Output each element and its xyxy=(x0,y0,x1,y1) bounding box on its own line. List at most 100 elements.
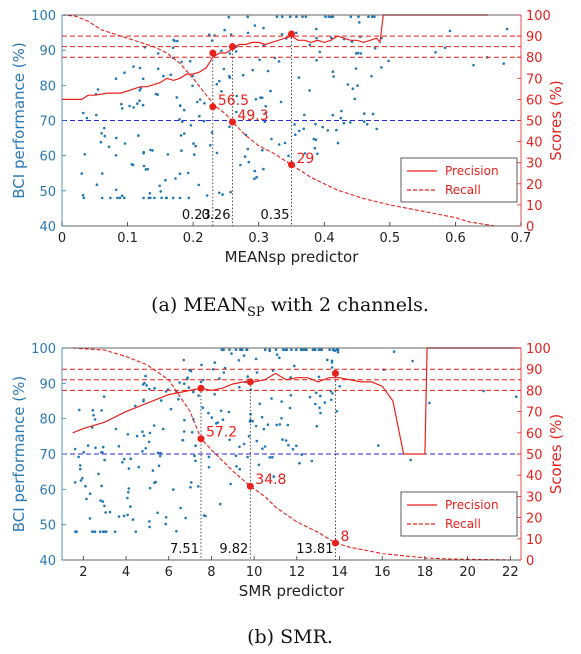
scatter-point xyxy=(218,79,221,83)
scatter-point xyxy=(199,380,203,384)
scatter-point xyxy=(100,409,103,412)
scatter-point xyxy=(126,513,129,517)
scatter-point xyxy=(210,131,214,134)
scatter-point xyxy=(280,15,284,19)
scatter-point xyxy=(120,107,124,110)
scatter-point xyxy=(94,446,97,450)
scatter-point xyxy=(362,120,366,123)
y-right-tick-label: 10 xyxy=(526,199,543,214)
scatter-point xyxy=(373,15,376,19)
scatter-point xyxy=(132,65,135,68)
scatter-point xyxy=(190,481,193,484)
y-left-tick-label: 80 xyxy=(39,79,56,94)
scatter-point xyxy=(81,476,84,480)
scatter-point xyxy=(338,385,342,388)
caption-text: (b) SMR. xyxy=(247,626,333,648)
x-tick-label: 0 xyxy=(58,231,66,246)
scatter-point xyxy=(314,348,317,352)
scatter-point xyxy=(139,86,143,90)
scatter-point xyxy=(177,397,180,401)
scatter-point xyxy=(247,435,251,438)
y-right-tick-label: 0 xyxy=(526,220,534,235)
scatter-point xyxy=(179,134,183,137)
scatter-point xyxy=(172,488,175,491)
y-left-tick-label: 90 xyxy=(39,377,56,392)
scatter-point xyxy=(258,402,262,406)
scatter-point xyxy=(73,481,77,484)
scatter-point xyxy=(238,385,241,389)
scatter-point xyxy=(264,112,267,115)
y-right-tick-label: 0 xyxy=(526,554,534,569)
scatter-point xyxy=(147,196,151,200)
scatter-point xyxy=(324,15,327,19)
scatter-point xyxy=(245,348,248,352)
scatter-point xyxy=(178,172,182,175)
marker-x-label: 13.81 xyxy=(296,542,333,557)
scatter-point xyxy=(88,492,92,496)
scatter-point xyxy=(314,122,317,126)
scatter-point xyxy=(227,15,231,19)
precision-marker xyxy=(197,384,205,392)
scatter-point xyxy=(200,363,203,367)
scatter-point xyxy=(332,75,335,78)
scatter-point xyxy=(121,460,124,464)
x-tick-label: 14 xyxy=(331,565,348,580)
scatter-point xyxy=(297,76,301,79)
scatter-point xyxy=(346,83,350,86)
scatter-point xyxy=(358,21,361,24)
scatter-point xyxy=(197,394,200,397)
scatter-point xyxy=(331,70,335,73)
scatter-point xyxy=(215,82,219,86)
scatter-point xyxy=(189,485,192,489)
scatter-point xyxy=(114,77,118,80)
legend-recall-label: Recall xyxy=(445,183,481,197)
scatter-point xyxy=(280,400,283,403)
scatter-point xyxy=(218,191,221,195)
scatter-point xyxy=(142,196,145,200)
scatter-point xyxy=(277,60,281,63)
scatter-point xyxy=(287,154,290,158)
scatter-point xyxy=(93,418,97,421)
marker-x-label: 0.23 xyxy=(182,208,211,223)
scatter-point xyxy=(222,371,226,374)
scatter-point xyxy=(505,27,509,31)
scatter-point xyxy=(184,516,187,520)
scatter-point xyxy=(175,529,178,533)
scatter-point xyxy=(132,106,135,109)
scatter-point xyxy=(220,90,223,93)
scatter-point xyxy=(238,445,241,449)
scatter-point xyxy=(311,348,315,352)
scatter-point xyxy=(191,84,194,88)
scatter-point xyxy=(237,359,241,362)
y-left-tick-label: 50 xyxy=(39,185,56,200)
scatter-point xyxy=(263,120,267,123)
scatter-point xyxy=(340,109,343,113)
y-left-tick-label: 100 xyxy=(31,342,56,357)
scatter-point xyxy=(103,458,106,462)
scatter-point xyxy=(210,416,214,419)
scatter-point xyxy=(263,348,267,352)
scatter-point xyxy=(278,423,282,426)
y-right-tick-label: 40 xyxy=(526,469,543,484)
x-tick-label: 0.3 xyxy=(248,231,269,246)
x-tick-label: 0.4 xyxy=(314,231,335,246)
scatter-point xyxy=(359,52,363,55)
x-tick-label: 16 xyxy=(374,565,391,580)
scatter-point xyxy=(275,423,279,427)
scatter-point xyxy=(117,444,121,448)
scatter-point xyxy=(186,171,190,175)
scatter-point xyxy=(260,415,264,419)
scatter-point xyxy=(156,93,159,96)
scatter-point xyxy=(246,147,250,151)
scatter-point xyxy=(277,143,281,146)
scatter-point xyxy=(323,401,327,404)
scatter-point xyxy=(101,445,105,449)
scatter-point xyxy=(331,15,335,19)
scatter-point xyxy=(142,398,145,402)
scatter-point xyxy=(77,455,80,459)
y-right-tick-label: 100 xyxy=(526,342,551,357)
scatter-point xyxy=(131,518,135,521)
scatter-point xyxy=(392,350,396,354)
scatter-point xyxy=(295,444,298,448)
marker-x-label: 0.26 xyxy=(202,208,231,223)
